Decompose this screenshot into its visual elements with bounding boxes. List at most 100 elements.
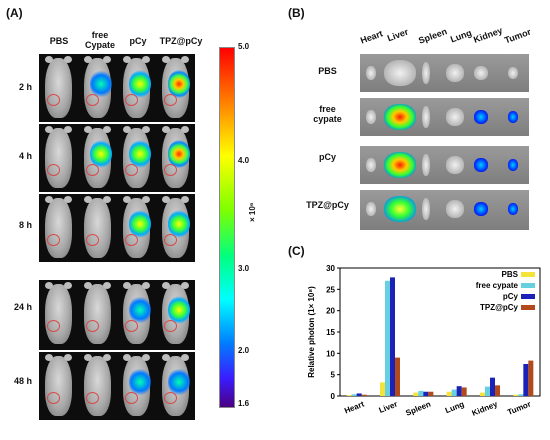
mouse-body [84, 284, 111, 344]
fluorescence-signal [168, 368, 190, 396]
organ-header-kidney: Kidney [472, 25, 504, 45]
legend-swatch [521, 294, 535, 299]
organ-image [384, 152, 416, 178]
tumor-region-circle [47, 234, 60, 246]
mouse-ear [64, 196, 72, 203]
mouse-image [78, 280, 117, 350]
mouse-ear [84, 196, 92, 203]
bar [451, 389, 457, 396]
mouse-ear [181, 282, 189, 289]
mouse-ear [162, 196, 170, 203]
mouse-ear [45, 56, 53, 63]
group-label-tpz-pcy: TPZ@pCy [306, 200, 349, 210]
mouse-image [39, 124, 78, 192]
intensity-colorbar [219, 47, 235, 408]
tumor-region-circle [164, 234, 177, 246]
mouse-ear [84, 354, 92, 361]
mouse-image [78, 54, 117, 122]
panel-a-label: (A) [6, 6, 23, 20]
bar [346, 395, 352, 396]
mouse-image [39, 194, 78, 262]
mouse-ear [123, 56, 131, 63]
y-axis-label: Relative photon (1× 10⁸) [307, 286, 316, 378]
bar [523, 364, 529, 396]
bar [395, 357, 400, 396]
legend-label: TPZ@pCy [480, 303, 519, 312]
bar [528, 360, 534, 396]
mouse-ear [162, 126, 170, 133]
bar [380, 382, 385, 396]
tumor-region-circle [86, 320, 99, 332]
organ-image [446, 108, 464, 126]
bar [361, 394, 367, 396]
organ-image [366, 158, 376, 172]
organ-image [508, 111, 518, 123]
row-header-2h: 2 h [18, 82, 32, 92]
y-tick-label: 5 [331, 371, 336, 380]
organ-image [508, 67, 518, 79]
bar [461, 387, 467, 396]
colorbar-tick: 2.0 [238, 346, 250, 355]
mouse-body [45, 198, 72, 258]
organ-photon-bar-chart: 0 5 10 15 20 25 30 Relative photon (1× 10⁸) Hear… [307, 264, 541, 418]
mouse-ear [64, 282, 72, 289]
mouse-ear [64, 354, 72, 361]
mouse-ear [103, 56, 111, 63]
column-header-pcy: pCy [129, 36, 147, 46]
tumor-region-circle [47, 164, 60, 176]
bar [485, 386, 490, 396]
organ-header-spleen: Spleen [417, 26, 449, 46]
bar [456, 386, 462, 396]
bar [418, 390, 424, 396]
x-tick-label: Tumor [506, 400, 532, 417]
organ-header-heart: Heart [358, 28, 385, 46]
mouse-image [78, 194, 117, 262]
bar [490, 377, 495, 396]
bar [385, 280, 390, 396]
mouse-ear [64, 56, 72, 63]
fluorescence-signal [168, 140, 190, 168]
bar [390, 277, 395, 396]
organ-image [474, 66, 488, 80]
y-tick-label: 25 [326, 285, 335, 294]
mouse-ear [142, 196, 150, 203]
organ-image [384, 104, 416, 130]
mouse-ear [123, 354, 131, 361]
tumor-region-circle [47, 392, 60, 404]
legend-swatch [521, 272, 535, 277]
fluorescence-signal [129, 210, 151, 238]
organ-image [422, 198, 430, 220]
mouse-ear [45, 354, 53, 361]
x-tick-label: Kidney [471, 399, 500, 418]
row-header-8h: 8 h [18, 220, 32, 230]
organ-image [384, 196, 416, 222]
mouse-ear [103, 282, 111, 289]
mouse-ear [142, 56, 150, 63]
organ-image [446, 64, 464, 82]
organ-image [446, 200, 464, 218]
mouse-body [45, 284, 72, 344]
mouse-image [78, 352, 117, 420]
fluorescence-signal [129, 296, 151, 324]
tumor-region-circle [86, 94, 99, 106]
organ-image [474, 202, 488, 216]
mouse-image [117, 280, 156, 350]
mouse-body [84, 356, 111, 416]
organ-header-lung: Lung [448, 27, 474, 45]
bar [413, 392, 419, 396]
mouse-ear [45, 126, 53, 133]
mouse-ear [142, 354, 150, 361]
mouse-body [45, 58, 72, 118]
bar [495, 385, 500, 396]
mouse-ear [181, 126, 189, 133]
mouse-image [39, 280, 78, 350]
tumor-region-circle [164, 164, 177, 176]
panel-c-label: (C) [288, 244, 305, 258]
mouse-ear [142, 126, 150, 133]
x-tick-label: Lung [444, 399, 466, 415]
mouse-body [45, 356, 72, 416]
row-header-24h: 24 h [13, 302, 32, 312]
tumor-region-circle [125, 164, 138, 176]
mouse-image [156, 352, 195, 420]
mouse-ear [103, 126, 111, 133]
